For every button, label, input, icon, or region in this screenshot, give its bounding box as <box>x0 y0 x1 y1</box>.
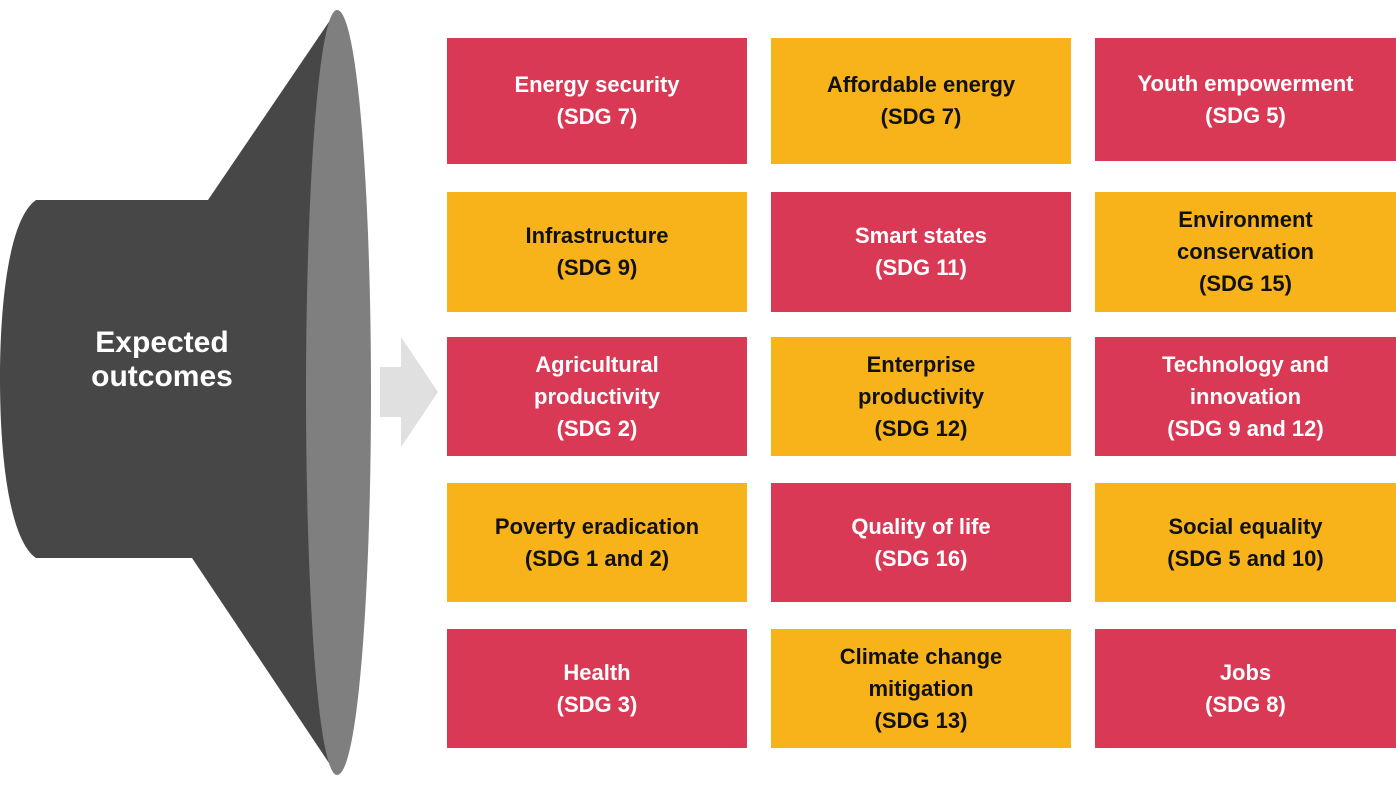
outcome-sdg-label: (SDG 7) <box>556 104 638 129</box>
megaphone-label-line: outcomes <box>91 360 233 393</box>
outcome-box: Social equality (SDG 5 and 10) <box>1095 483 1396 602</box>
outcome-title: Energy security <box>514 72 680 97</box>
outcome-box: Jobs (SDG 8) <box>1095 629 1396 748</box>
outcome-title: Enterprise <box>866 351 976 377</box>
outcome-sdg-label: (SDG 8) <box>1205 691 1286 717</box>
outcome-title: Poverty eradication <box>494 513 700 539</box>
outcome-sdg-label: (SDG 7) <box>880 104 962 129</box>
outcome-sdg-label: (SDG 9) <box>556 255 638 280</box>
outcome-sdg-label: (SDG 2) <box>556 415 638 441</box>
outcome-sdg-label: (SDG 5) <box>1205 102 1286 128</box>
outcome-box: Smart states (SDG 11) <box>771 192 1071 312</box>
outcome-box: Energy security (SDG 7) <box>447 38 747 164</box>
outcome-title: Jobs <box>1219 659 1272 685</box>
outcome-box: Poverty eradication (SDG 1 and 2) <box>447 483 747 602</box>
outcome-title: Infrastructure <box>525 223 669 248</box>
megaphone-rim <box>306 10 371 775</box>
megaphone-icon <box>0 10 371 775</box>
outcome-title: productivity <box>534 383 660 409</box>
megaphone-label: Expected outcomes <box>48 326 276 394</box>
outcome-title: Smart states <box>854 223 988 248</box>
outcome-box: Youth empowerment (SDG 5) <box>1095 38 1396 161</box>
outcome-title: innovation <box>1189 383 1302 409</box>
outcome-title: Quality of life <box>851 513 991 539</box>
outcome-sdg-label: (SDG 13) <box>874 707 968 733</box>
outcome-sdg-label: (SDG 16) <box>874 545 968 571</box>
outcome-box: Enterprise productivity (SDG 12) <box>771 337 1071 456</box>
outcome-title: Youth empowerment <box>1137 70 1354 96</box>
outcome-title: Social equality <box>1168 513 1323 539</box>
outcome-box: Infrastructure (SDG 9) <box>447 192 747 312</box>
outcome-title: mitigation <box>868 675 974 701</box>
outcome-box: Climate change mitigation (SDG 13) <box>771 629 1071 748</box>
outcome-box: Agricultural productivity (SDG 2) <box>447 337 747 456</box>
outcome-box: Quality of life (SDG 16) <box>771 483 1071 602</box>
arrow-right-icon <box>380 337 438 447</box>
outcome-sdg-label: (SDG 3) <box>556 691 638 717</box>
outcome-title: Agricultural <box>535 351 659 377</box>
outcome-title: productivity <box>858 383 984 409</box>
outcome-title: conservation <box>1177 239 1314 264</box>
outcome-sdg-label: (SDG 12) <box>874 415 968 441</box>
outcome-title: Technology and <box>1161 351 1330 377</box>
outcome-sdg-label: (SDG 15) <box>1199 271 1292 296</box>
outcome-box: Environment conservation (SDG 15) <box>1095 192 1396 312</box>
outcome-sdg-label: (SDG 9 and 12) <box>1167 415 1324 441</box>
outcome-title: Environment <box>1178 207 1313 232</box>
outcome-box: Technology and innovation (SDG 9 and 12) <box>1095 337 1396 456</box>
outcome-title: Affordable energy <box>826 72 1016 97</box>
outcome-box: Affordable energy (SDG 7) <box>771 38 1071 164</box>
outcome-title: Health <box>563 659 631 685</box>
outcome-box: Health (SDG 3) <box>447 629 747 748</box>
megaphone-body <box>0 10 337 775</box>
outcome-sdg-label: (SDG 5 and 10) <box>1167 545 1324 571</box>
outcome-sdg-label: (SDG 11) <box>875 255 967 280</box>
outcome-sdg-label: (SDG 1 and 2) <box>524 545 670 571</box>
megaphone-label-line: Expected <box>95 326 229 359</box>
outcome-title: Climate change <box>839 643 1003 669</box>
